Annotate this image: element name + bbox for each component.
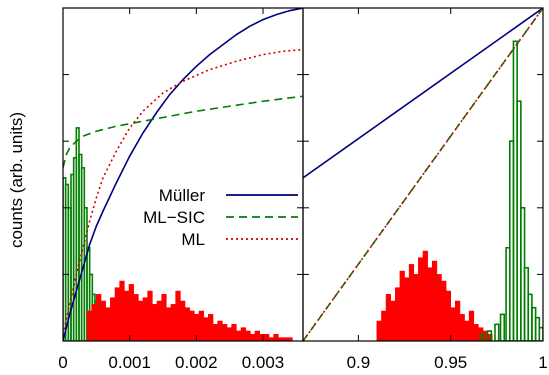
histogram-bar bbox=[170, 304, 176, 341]
histogram-bar bbox=[156, 300, 162, 341]
histogram-bar bbox=[385, 294, 391, 341]
x-tick-label: 0 bbox=[58, 353, 67, 372]
histogram-red bbox=[86, 280, 293, 341]
histogram-bar bbox=[226, 327, 232, 341]
histogram-bar bbox=[212, 324, 218, 341]
histogram-bar bbox=[91, 304, 97, 341]
histogram-bar bbox=[166, 307, 172, 341]
histogram-bar bbox=[390, 300, 396, 341]
histogram-bar bbox=[381, 310, 387, 341]
histogram-bar bbox=[180, 300, 186, 341]
histogram-bar bbox=[264, 334, 270, 341]
histogram-bar bbox=[175, 290, 181, 341]
histogram-bar bbox=[142, 297, 148, 341]
x-tick-label: 0.002 bbox=[175, 353, 218, 372]
histogram-bar bbox=[189, 310, 195, 341]
curve-ml bbox=[63, 48, 303, 335]
histogram-bar bbox=[418, 257, 424, 341]
panel-left bbox=[62, 7, 304, 342]
histogram-bar bbox=[208, 314, 214, 341]
histogram-bar bbox=[203, 317, 209, 341]
histogram-bar bbox=[198, 310, 204, 341]
histogram-bar bbox=[114, 287, 120, 341]
histogram-bar bbox=[431, 260, 438, 341]
legend-label: ML bbox=[181, 230, 205, 249]
histogram-red bbox=[376, 250, 493, 341]
histogram-bar bbox=[217, 320, 223, 341]
legend: Müller ML−SIC ML bbox=[143, 186, 298, 249]
legend-entry: Müller bbox=[159, 186, 298, 205]
histogram-bar bbox=[422, 250, 428, 341]
histogram-bar bbox=[96, 294, 102, 341]
x-tick-label: 0.9 bbox=[347, 353, 371, 372]
histogram-bar bbox=[376, 320, 382, 341]
histogram-bar bbox=[287, 337, 293, 341]
histogram-bar bbox=[110, 297, 116, 341]
histogram-bar bbox=[128, 284, 134, 341]
x-tick-label: 0.95 bbox=[434, 353, 467, 372]
histogram-bar bbox=[100, 300, 106, 341]
histogram-bar bbox=[250, 334, 256, 341]
x-tick-label: 0.003 bbox=[242, 353, 285, 372]
curve-m-ller bbox=[63, 8, 303, 341]
histogram-bar bbox=[138, 300, 144, 341]
histogram-bar bbox=[147, 290, 153, 341]
x-tick-labels: 0 0.001 0.002 0.003 0.9 0.95 1 bbox=[58, 353, 547, 372]
histogram-bar bbox=[494, 323, 500, 341]
histogram-bar bbox=[119, 280, 125, 341]
histogram-bar bbox=[152, 304, 158, 341]
histogram-bar bbox=[395, 287, 401, 341]
histogram-bar bbox=[231, 324, 237, 341]
curve-m-ller bbox=[303, 8, 543, 179]
histogram-bar bbox=[436, 274, 442, 341]
histogram-bar bbox=[413, 274, 419, 341]
histogram-bar bbox=[408, 264, 415, 341]
panel-right bbox=[302, 7, 544, 342]
histogram-bar bbox=[473, 324, 479, 341]
histogram-bar bbox=[427, 267, 433, 341]
histogram-bar bbox=[445, 290, 451, 341]
panel-right-plot-area bbox=[303, 8, 543, 341]
histogram-bar bbox=[450, 307, 456, 341]
histogram-bar bbox=[455, 300, 461, 341]
histogram-bar bbox=[184, 307, 190, 341]
plot-layer bbox=[62, 7, 544, 342]
histogram-bar bbox=[273, 334, 279, 341]
panel-left-plot-area bbox=[63, 8, 303, 341]
histogram-bar bbox=[441, 280, 447, 341]
histogram-bar bbox=[499, 313, 506, 341]
panel-frame bbox=[302, 7, 544, 342]
histogram-green bbox=[479, 40, 543, 341]
histogram-bar bbox=[404, 277, 410, 341]
legend-entry: ML bbox=[181, 230, 298, 249]
histogram-bar bbox=[236, 330, 242, 341]
curve-ml-sic bbox=[303, 8, 543, 341]
histogram-bar bbox=[486, 330, 493, 341]
histogram-bar bbox=[105, 307, 111, 341]
histogram-bar bbox=[468, 310, 475, 341]
curve-ml-sic bbox=[63, 95, 303, 169]
histogram-bar bbox=[240, 327, 246, 341]
histogram-bar bbox=[254, 330, 260, 341]
histogram-bar bbox=[124, 290, 130, 341]
x-tick-label: 0.001 bbox=[108, 353, 151, 372]
histogram-bar bbox=[459, 314, 465, 341]
x-tick-label: 1 bbox=[538, 353, 547, 372]
legend-label: ML−SIC bbox=[143, 208, 205, 227]
y-axis-label: counts (arb. units) bbox=[7, 112, 26, 248]
histogram-bar bbox=[222, 324, 228, 341]
curve-ml bbox=[303, 8, 543, 341]
histogram-bar bbox=[161, 294, 167, 341]
histogram-bar bbox=[86, 310, 92, 341]
histogram-bar bbox=[245, 330, 251, 341]
histogram-bar bbox=[259, 334, 265, 341]
panel-frame bbox=[62, 7, 304, 342]
legend-entry: ML−SIC bbox=[143, 208, 298, 227]
histogram-bar bbox=[133, 294, 139, 341]
legend-label: Müller bbox=[159, 186, 206, 205]
histogram-bar bbox=[464, 320, 470, 341]
histogram-bar bbox=[399, 270, 405, 341]
